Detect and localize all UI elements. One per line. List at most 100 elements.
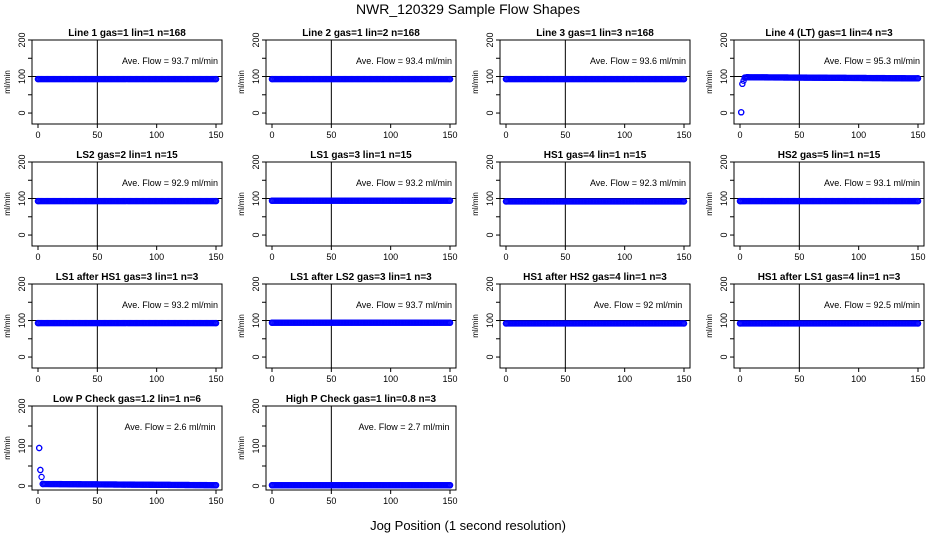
chart-panel: LS1 after HS1 gas=3 lin=1 n=3 0 50 100 150 0 1…	[3, 272, 224, 384]
y-tick-label: 200	[485, 32, 495, 47]
x-tick-label: 0	[737, 374, 742, 384]
x-tick-label: 50	[794, 130, 804, 140]
x-tick-label: 0	[269, 374, 274, 384]
panel-title: High P Check gas=1 lin=0.8 n=3	[286, 394, 437, 405]
y-tick-label: 0	[719, 111, 729, 116]
data-point	[212, 197, 220, 205]
y-tick-label: 100	[17, 69, 27, 84]
data-point	[446, 75, 454, 83]
x-tick-label: 150	[676, 252, 691, 262]
y-tick-label: 0	[251, 355, 261, 360]
plot-box	[499, 283, 691, 369]
y-tick-label: 100	[17, 313, 27, 328]
plot-box	[265, 405, 457, 491]
x-tick-label: 100	[383, 374, 398, 384]
y-axis-label: ml/min	[3, 192, 12, 216]
plot-box	[499, 161, 691, 247]
plot-box	[733, 283, 925, 369]
x-tick-label: 50	[92, 496, 102, 506]
y-tick-label: 100	[17, 191, 27, 206]
x-tick-label: 0	[269, 252, 274, 262]
y-tick-label: 200	[485, 276, 495, 291]
data-point	[212, 482, 220, 489]
x-tick-label: 0	[269, 130, 274, 140]
x-tick-label: 50	[326, 252, 336, 262]
plot-box	[31, 161, 223, 247]
y-tick-label: 200	[17, 32, 27, 47]
data-point	[37, 466, 44, 474]
y-axis-label: ml/min	[705, 70, 714, 94]
x-tick-label: 50	[326, 130, 336, 140]
x-tick-label: 100	[851, 252, 866, 262]
y-tick-label: 100	[719, 69, 729, 84]
plot-box	[733, 161, 925, 247]
data-point	[914, 75, 922, 82]
y-tick-label: 0	[17, 483, 27, 488]
x-tick-label: 150	[676, 130, 691, 140]
data-point	[212, 75, 220, 83]
plot-box	[733, 39, 925, 125]
x-tick-label: 50	[560, 130, 570, 140]
chart-panel: HS1 after LS1 gas=4 lin=1 n=3 0 50 100 150 0 1…	[705, 272, 926, 384]
x-tick-label: 150	[208, 252, 223, 262]
plot-box	[265, 39, 457, 125]
y-tick-label: 0	[485, 111, 495, 116]
x-tick-label: 150	[442, 496, 457, 506]
average-flow-annotation: Ave. Flow = 93.6 ml/min	[590, 56, 686, 66]
y-tick-label: 100	[485, 69, 495, 84]
x-tick-label: 150	[442, 374, 457, 384]
average-flow-annotation: Ave. Flow = 92 ml/min	[594, 300, 683, 310]
average-flow-annotation: Ave. Flow = 93.7 ml/min	[356, 300, 452, 310]
figure-x-axis-label: Jog Position (1 second resolution)	[370, 518, 566, 533]
data-point	[35, 444, 43, 452]
average-flow-annotation: Ave. Flow = 92.3 ml/min	[590, 178, 686, 188]
data-point	[38, 473, 45, 481]
chart-panel: LS1 after LS2 gas=3 lin=1 n=3 0 50 100 150 0 1…	[237, 272, 458, 384]
x-tick-label: 100	[149, 252, 164, 262]
x-tick-label: 0	[737, 130, 742, 140]
x-tick-label: 100	[617, 374, 632, 384]
x-tick-label: 50	[92, 252, 102, 262]
x-tick-label: 50	[92, 374, 102, 384]
y-axis-label: ml/min	[471, 314, 480, 338]
average-flow-annotation: Ave. Flow = 93.2 ml/min	[122, 300, 218, 310]
x-tick-label: 0	[35, 130, 40, 140]
x-tick-label: 150	[910, 130, 925, 140]
x-tick-label: 100	[149, 130, 164, 140]
plot-box	[265, 283, 457, 369]
data-point	[680, 320, 688, 327]
chart-panel: LS2 gas=2 lin=1 n=15 0 50 100 150 0 100 200 ml/m…	[3, 150, 224, 262]
panel-title: Line 1 gas=1 lin=1 n=168	[68, 28, 186, 39]
y-tick-label: 200	[719, 276, 729, 291]
x-tick-label: 0	[35, 252, 40, 262]
data-point	[212, 319, 220, 327]
data-point	[737, 109, 745, 116]
plot-box	[31, 283, 223, 369]
panel-title: Line 3 gas=1 lin=3 n=168	[536, 28, 654, 39]
average-flow-annotation: Ave. Flow = 93.1 ml/min	[824, 178, 920, 188]
x-tick-label: 150	[442, 130, 457, 140]
data-point	[680, 75, 688, 83]
data-point	[446, 319, 454, 326]
x-tick-label: 150	[910, 374, 925, 384]
y-axis-label: ml/min	[3, 70, 12, 94]
plot-box	[31, 39, 223, 125]
x-tick-label: 0	[503, 374, 508, 384]
y-axis-label: ml/min	[471, 192, 480, 216]
plot-box	[499, 39, 691, 125]
y-tick-label: 200	[719, 32, 729, 47]
x-tick-label: 100	[383, 496, 398, 506]
chart-panel: Line 4 (LT) gas=1 lin=4 n=3 0 50 100 150 0 100…	[705, 28, 926, 140]
x-tick-label: 150	[208, 130, 223, 140]
y-tick-label: 0	[485, 233, 495, 238]
panel-title: Line 4 (LT) gas=1 lin=4 n=3	[765, 28, 893, 39]
data-point	[739, 80, 746, 88]
y-tick-label: 0	[17, 111, 27, 116]
chart-panel: HS2 gas=5 lin=1 n=15 0 50 100 150 0 100 200 ml/m…	[705, 150, 926, 262]
y-tick-label: 100	[251, 191, 261, 206]
y-axis-label: ml/min	[705, 192, 714, 216]
x-tick-label: 100	[851, 130, 866, 140]
panel-title: LS1 gas=3 lin=1 n=15	[310, 150, 412, 161]
